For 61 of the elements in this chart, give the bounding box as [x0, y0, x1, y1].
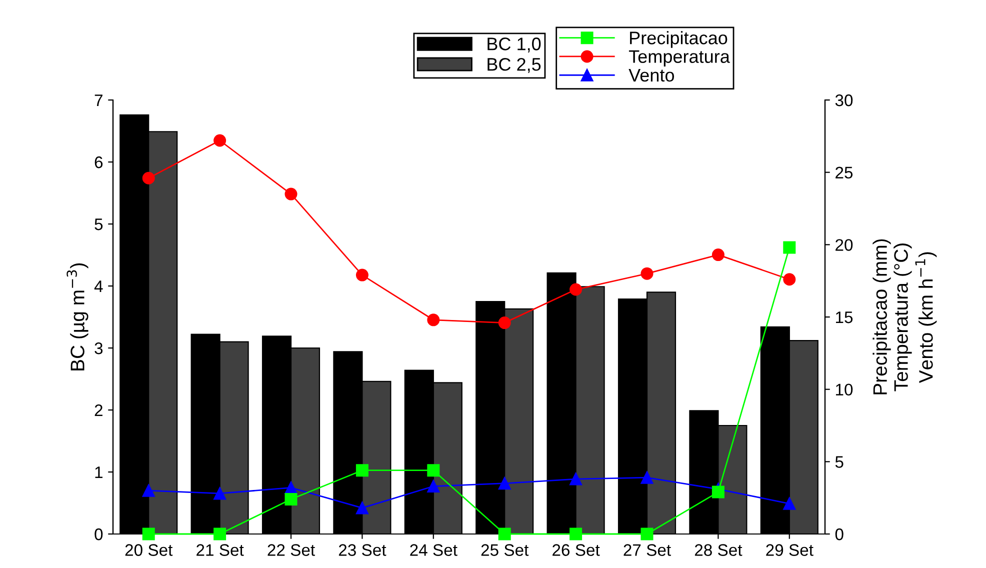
point: [570, 283, 582, 296]
point: [284, 481, 298, 494]
y2-tick-label: 30: [835, 94, 853, 106]
point: [356, 502, 368, 514]
point: [284, 493, 298, 506]
y2-tick-label: 20: [836, 239, 853, 251]
y2-axis-title: Precipitacao (mm) Temperatura (°C) Vento (km h$^{−1}$): [872, 239, 937, 394]
y2-tick-label: 10: [836, 384, 853, 396]
y-tick-label: 5: [94, 218, 103, 230]
x-tick-label: 27 Set: [624, 544, 671, 556]
point: [214, 134, 226, 147]
point: [640, 528, 654, 540]
point: [427, 464, 440, 477]
point: [570, 528, 582, 540]
x-tick-label: 23 Set: [338, 544, 386, 556]
legend-label: BC 2,5: [488, 58, 541, 73]
point: [570, 472, 582, 486]
y-tick-label: 3: [94, 342, 103, 354]
legend-label: Vento: [628, 69, 674, 82]
point: [712, 248, 724, 262]
point: [640, 267, 654, 280]
point: [356, 464, 368, 477]
y-tick-label: 6: [94, 156, 103, 168]
point: [783, 241, 796, 254]
y-tick-label: 7: [94, 94, 102, 106]
point: [142, 528, 155, 540]
x-tick-label: 21 Set: [196, 544, 244, 556]
point: [214, 528, 226, 540]
legend-label: BC 1,0: [488, 38, 541, 52]
x-tick-label: 20 Set: [125, 544, 173, 556]
x-tick-label: 29 Set: [766, 544, 814, 556]
legend-label: Temperatura: [628, 50, 730, 67]
point: [712, 486, 724, 498]
point: [498, 316, 511, 330]
x-tick-label: 22 Set: [268, 544, 315, 556]
point: [498, 528, 511, 540]
x-tick-label: 28 Set: [694, 544, 742, 556]
point: [142, 172, 155, 184]
point: [142, 484, 155, 497]
y-tick-label: 4: [94, 280, 103, 292]
x-tick-label: 26 Set: [552, 544, 600, 556]
point: [356, 268, 368, 282]
x-tick-label: 24 Set: [410, 544, 458, 556]
x-tick-label: 25 Set: [481, 544, 529, 556]
y-tick-label: 1: [95, 466, 102, 478]
y2-tick-label: 15: [836, 312, 853, 324]
point: [783, 497, 796, 510]
y2-tick-label: 25: [836, 166, 853, 179]
point: [214, 487, 226, 500]
point: [427, 480, 440, 493]
point: [640, 471, 654, 484]
point: [498, 477, 511, 490]
point: [284, 188, 298, 200]
y-tick-label: 0: [94, 528, 103, 540]
point: [783, 273, 796, 286]
y-axis-title: BC (µg m$^{−3}$): [66, 263, 88, 370]
y2-tick-label: 5: [835, 456, 844, 468]
legend-label: Precipitacao: [630, 31, 728, 48]
point: [427, 314, 440, 326]
y-tick-label: 2: [94, 404, 102, 416]
y2-tick-label: 0: [835, 528, 844, 540]
